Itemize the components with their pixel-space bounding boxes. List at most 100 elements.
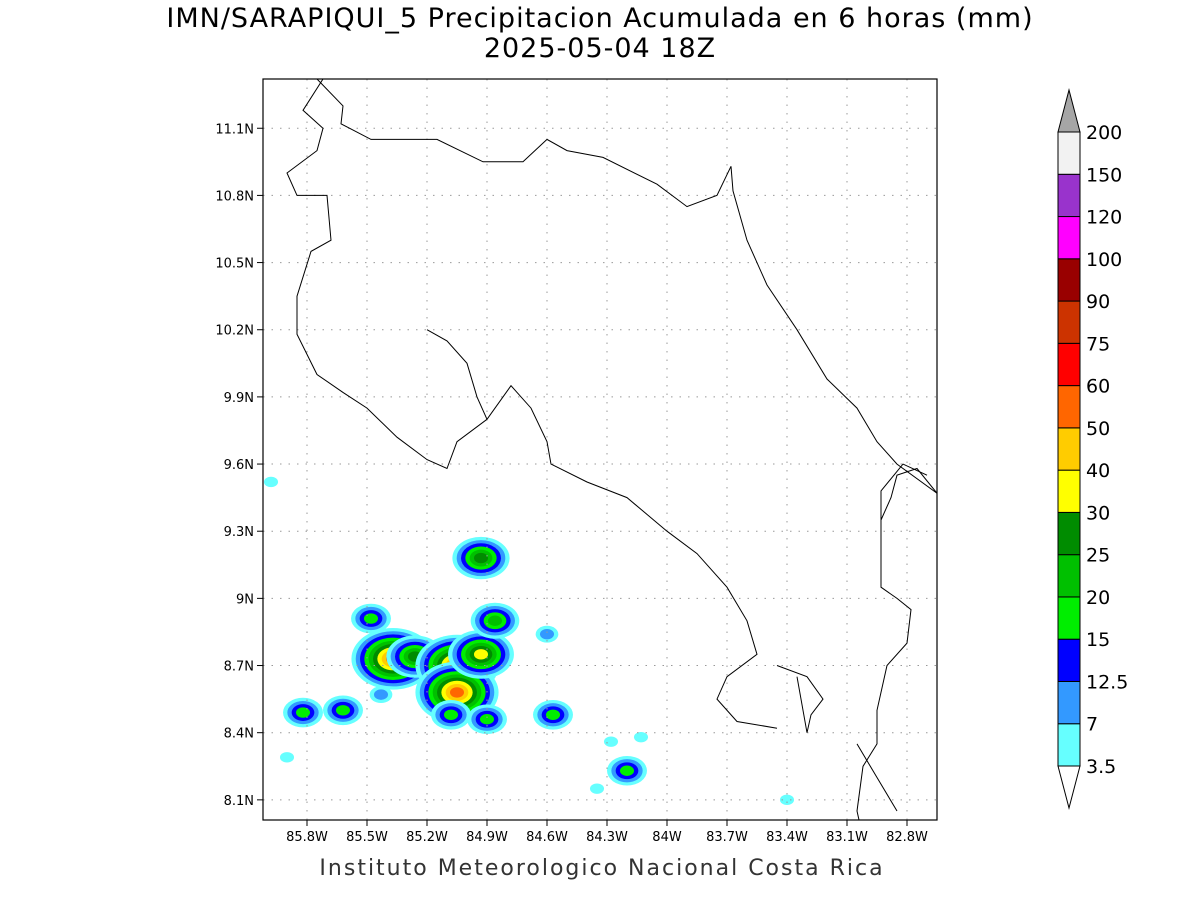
precip-cell [633, 731, 649, 743]
precip-cell [607, 755, 647, 786]
precip-field [263, 476, 795, 806]
colorbar-swatch [1057, 131, 1081, 175]
coastline-segment [486, 384, 778, 729]
precip-cell [431, 699, 471, 730]
y-tick-label: 10.8N [215, 189, 254, 204]
coastline-segment [856, 467, 937, 820]
coastline-segment [286, 79, 488, 470]
y-tick-label: 11.1N [215, 122, 254, 137]
footer-credit: Instituto Meteorologico Nacional Costa R… [319, 856, 885, 881]
precip-contour [473, 649, 489, 660]
precip-cell [369, 686, 393, 704]
precip-contour [443, 709, 459, 720]
map-plot-area: 85.8W 85.5W 85.2W 84.9W 84.6W 84.3W 84W 83.7W 83… [215, 78, 938, 845]
colorbar-swatch [1057, 342, 1081, 387]
colorbar-label: 200 [1086, 122, 1122, 144]
precip-contour [633, 731, 649, 743]
x-tick-label: 84.3W [586, 830, 628, 845]
precip-contour [603, 736, 619, 747]
colorbar-swatch [1057, 173, 1081, 218]
chart-title: IMN/SARAPIQUI_5 Precipitacion Acumulada … [166, 3, 1034, 34]
precip-cell [283, 697, 323, 728]
colorbar-label: 7 [1086, 714, 1098, 736]
x-tick-label: 85.2W [406, 830, 448, 845]
colorbar-swatch [1057, 638, 1081, 682]
precip-cell [452, 536, 510, 580]
y-tick-label: 9.3N [224, 525, 254, 540]
y-tick-label: 9.9N [224, 391, 254, 406]
chart-subtitle: 2025-05-04 18Z [483, 33, 717, 64]
precip-contour [779, 794, 795, 806]
coastlines [286, 79, 937, 820]
precip-contour [449, 687, 465, 698]
precip-contour [335, 705, 351, 716]
precip-cell [779, 794, 795, 806]
colorbar-swatch [1057, 427, 1081, 471]
precip-contour [479, 714, 495, 725]
precip-contour [589, 783, 605, 794]
colorbar-swatch [1057, 385, 1081, 429]
precip-cell [351, 603, 391, 634]
colorbar-swatch [1057, 216, 1081, 260]
x-tick-label: 84.6W [526, 830, 568, 845]
precip-contour [373, 689, 389, 700]
map-grid [263, 79, 937, 820]
coastline-segment [316, 79, 732, 208]
colorbar-swatch [1057, 469, 1081, 513]
x-tick-label: 85.8W [286, 830, 328, 845]
precip-cell [323, 695, 363, 726]
coastline-segment [776, 665, 824, 733]
precip-contour [473, 552, 489, 564]
y-tick-label: 8.4N [224, 727, 254, 742]
colorbar-label: 3.5 [1086, 756, 1116, 778]
precip-contour [487, 615, 503, 626]
y-tick-label: 8.7N [224, 660, 254, 675]
precip-cell [603, 736, 619, 747]
colorbar-label: 40 [1086, 460, 1110, 482]
colorbar-label: 100 [1086, 249, 1122, 271]
colorbar-label: 120 [1086, 207, 1122, 229]
precip-cell [470, 602, 520, 639]
precip-contour [279, 752, 295, 763]
colorbar-low-arrow [1057, 765, 1081, 810]
colorbar-swatch [1057, 680, 1081, 725]
colorbar-label: 50 [1086, 418, 1110, 440]
x-tick-label: 82.8W [886, 830, 928, 845]
precip-cell [467, 704, 507, 735]
colorbar: 3.5 7 12.5 15 20 25 30 40 50 60 75 90 100 120 150 200 [1057, 88, 1128, 810]
precip-cell [279, 752, 295, 763]
y-tick-label: 9.6N [224, 458, 254, 473]
colorbar-swatch [1057, 258, 1081, 302]
precip-cell [589, 783, 605, 794]
coastline-segment [880, 463, 928, 588]
precip-cell [448, 629, 514, 679]
colorbar-label: 30 [1086, 502, 1110, 524]
colorbar-swatch [1057, 554, 1081, 598]
colorbar-label: 60 [1086, 376, 1110, 398]
map-content [263, 79, 937, 820]
precip-contour [363, 613, 379, 624]
colorbar-label: 25 [1086, 545, 1110, 567]
y-tick-label: 10.5N [215, 257, 254, 272]
colorbar-label: 75 [1086, 333, 1110, 355]
precip-contour [545, 709, 561, 720]
y-tick-label: 8.1N [224, 794, 254, 809]
colorbar-swatch [1057, 596, 1081, 640]
colorbar-label: 15 [1086, 629, 1110, 651]
y-tick-label: 10.2N [215, 324, 254, 339]
colorbar-swatch [1057, 511, 1081, 556]
y-tick-label: 9N [236, 592, 254, 607]
x-tick-label: 85.5W [346, 830, 388, 845]
colorbar-label: 12.5 [1086, 671, 1128, 693]
colorbar-swatch [1057, 723, 1081, 767]
x-tick-label: 84W [652, 830, 682, 845]
precip-contour [619, 765, 635, 776]
colorbar-label: 20 [1086, 587, 1110, 609]
x-tick-label: 84.9W [466, 830, 508, 845]
colorbar-label: 150 [1086, 164, 1122, 186]
x-tick-label: 83.4W [766, 830, 808, 845]
colorbar-swatch [1057, 300, 1081, 344]
colorbar-label: 90 [1086, 291, 1110, 313]
precip-cell [535, 625, 559, 643]
